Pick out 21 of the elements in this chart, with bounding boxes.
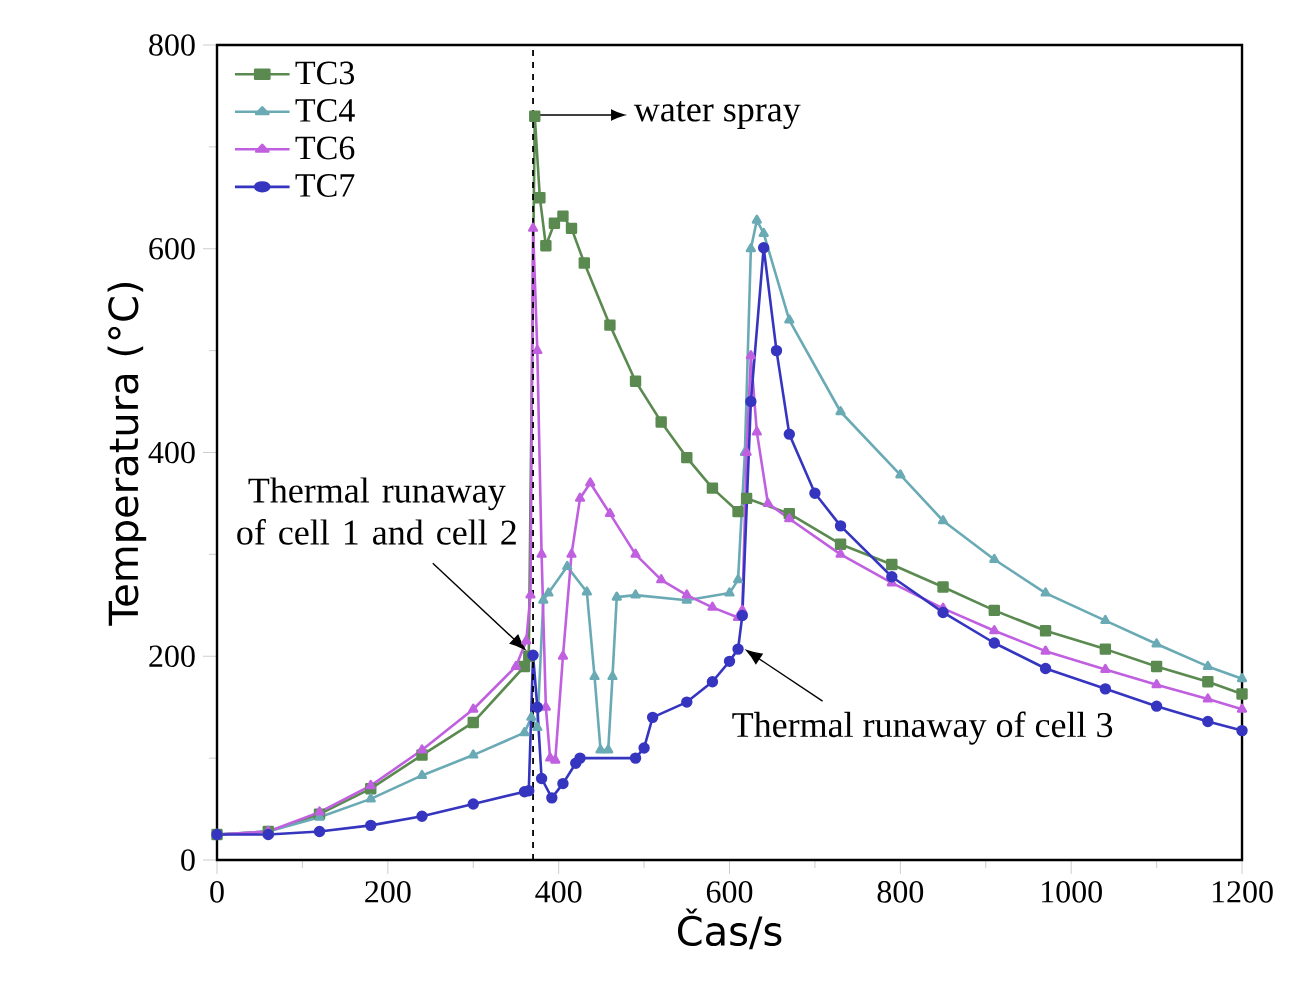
- legend-label: TC6: [295, 136, 355, 160]
- x-tick-label: 0: [210, 881, 224, 903]
- x-tick-label: 1200: [1212, 881, 1273, 903]
- legend-label: TC4: [295, 99, 355, 122]
- y-axis-title: Temperatura (°C): [107, 282, 147, 626]
- y-tick-label: 400: [148, 441, 195, 464]
- x-tick-label: 800: [877, 881, 924, 903]
- legend-label: TC7: [295, 174, 355, 197]
- annotation: Thermal runaway of cell 1 and cell 2: [237, 477, 516, 545]
- x-tick-label: 400: [535, 881, 582, 903]
- y-tick-label: 200: [149, 645, 195, 668]
- ref-line-label: water spray: [633, 100, 801, 130]
- y-tick-label: 0: [181, 849, 195, 871]
- y-tick-label: 800: [149, 34, 195, 56]
- y-tick-label: 600: [149, 237, 195, 260]
- x-tick-label: 200: [365, 881, 411, 903]
- x-tick-label: 1000: [1042, 881, 1102, 903]
- legend-label: TC3: [295, 61, 355, 85]
- annotation: Thermal runaway of cell 3: [732, 711, 1113, 745]
- x-tick-label: 600: [706, 881, 753, 903]
- x-axis-title: Čas/s: [677, 908, 782, 950]
